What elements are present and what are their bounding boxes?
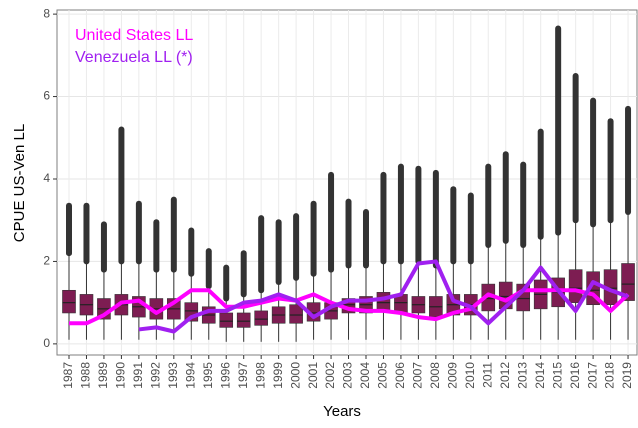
x-tick-label: 1997 — [236, 362, 250, 389]
x-tick-label: 2001 — [306, 362, 320, 389]
x-tick-label: 2013 — [515, 362, 529, 389]
x-tick-label: 1987 — [61, 362, 75, 389]
x-tick-label: 1991 — [131, 362, 145, 389]
x-tick-label: 2014 — [533, 362, 547, 389]
box — [219, 312, 234, 328]
x-tick-label: 1988 — [79, 362, 93, 389]
x-tick-label: 2003 — [341, 362, 355, 389]
legend-label: United States LL — [75, 27, 193, 44]
x-tick-label: 1998 — [253, 362, 267, 389]
x-tick-label: 2010 — [463, 362, 477, 389]
box — [289, 304, 303, 324]
line — [69, 288, 630, 326]
x-tick-label: 2000 — [288, 362, 302, 389]
x-tick-label: 2012 — [498, 362, 512, 389]
x-tick-label: 1993 — [166, 362, 180, 389]
x-tick-label: 1994 — [183, 362, 197, 389]
x-tick-label: 2018 — [603, 362, 617, 389]
box — [568, 269, 583, 303]
y-tick-label: 2 — [43, 254, 50, 268]
x-tick-label: 1999 — [271, 362, 285, 389]
x-tick-label: 1989 — [96, 362, 110, 389]
y-tick-label: 6 — [43, 89, 50, 103]
x-axis-label: Years — [323, 403, 361, 420]
y-axis-label: CPUE US-Ven LL — [11, 124, 28, 242]
x-tick-label: 1990 — [114, 362, 128, 389]
x-tick-label: 2008 — [428, 362, 442, 389]
x-tick-label: 2007 — [411, 362, 425, 389]
x-tick-label: 2002 — [323, 362, 337, 389]
box — [376, 292, 391, 312]
x-tick-label: 2004 — [358, 362, 372, 389]
line — [138, 259, 629, 334]
y-tick-label: 4 — [43, 171, 50, 185]
x-tick-label: 2016 — [568, 362, 582, 389]
box — [254, 310, 268, 326]
y-tick-label: 8 — [43, 6, 50, 20]
legend-label: Venezuela LL (*) — [75, 49, 193, 66]
box — [621, 263, 635, 301]
x-tick-label: 2015 — [550, 362, 564, 389]
x-tick-label: 1996 — [218, 362, 232, 389]
box — [62, 289, 76, 314]
x-tick-label: 2011 — [480, 362, 494, 388]
x-tick-label: 1995 — [201, 362, 215, 389]
x-tick-label: 2017 — [585, 362, 599, 389]
x-tick-label: 2005 — [376, 362, 390, 389]
x-tick-label: 2009 — [446, 362, 460, 389]
x-tick-label: 2006 — [393, 362, 407, 389]
box — [236, 312, 251, 328]
x-tick-label: 1992 — [149, 362, 163, 389]
y-tick-label: 0 — [43, 336, 50, 350]
x-tick-label: 2019 — [620, 362, 634, 389]
